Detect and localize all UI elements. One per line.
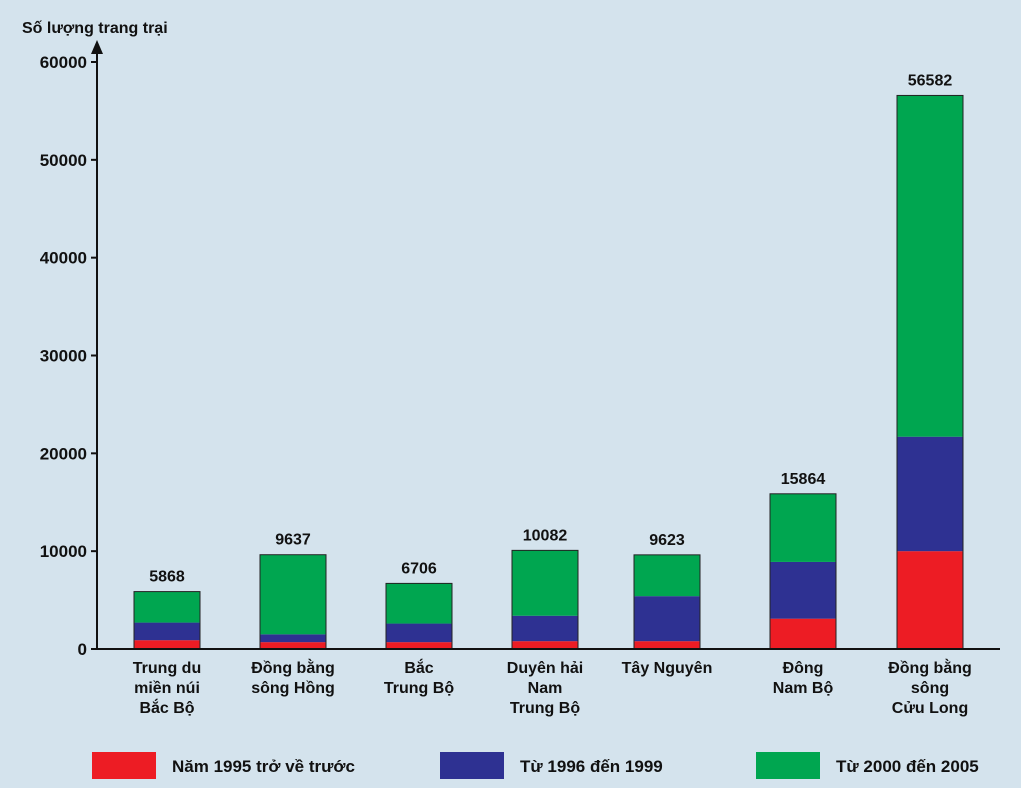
bar-segment <box>134 591 200 623</box>
legend-swatch <box>756 752 820 779</box>
bar-value-label: 9637 <box>275 532 311 549</box>
bar-segment <box>386 623 452 643</box>
bar-segment <box>634 596 700 642</box>
bar-segment <box>386 642 452 649</box>
bar-segment <box>770 618 836 649</box>
bar-segment <box>770 561 836 619</box>
y-tick-label: 20000 <box>40 444 87 463</box>
legend: Năm 1995 trở về trước Từ 1996 đến 1999 Từ … <box>92 752 979 779</box>
axes <box>91 40 1000 650</box>
legend-swatch <box>440 752 504 779</box>
category-label: miền núi <box>134 680 200 697</box>
category-label: Trung Bộ <box>384 680 454 697</box>
category-label: Cửu Long <box>892 700 968 717</box>
bar-segment <box>386 583 452 624</box>
bars <box>133 94 964 650</box>
category-label: Nam <box>528 680 563 697</box>
legend-label: Năm 1995 trở về trước <box>172 757 355 776</box>
category-label: Bắc <box>404 658 433 677</box>
category-label: Bắc Bộ <box>139 698 194 717</box>
category-label: Trung Bộ <box>510 700 580 717</box>
category-label: Duyên hải <box>507 660 583 677</box>
bar-value-label: 10082 <box>523 527 568 544</box>
y-tick-label: 60000 <box>40 53 87 72</box>
value-labels: 5868 9637 6706 10082 9623 15864 56582 <box>149 72 952 585</box>
bar-segment <box>897 551 963 649</box>
bar-segment <box>897 95 963 437</box>
category-label: Đồng bằng <box>251 658 335 677</box>
legend-swatch <box>92 752 156 779</box>
y-axis-arrow <box>91 40 103 54</box>
bar-segment <box>512 641 578 649</box>
category-label: Đông <box>783 660 824 677</box>
bar-segment <box>897 436 963 552</box>
y-axis-label: Số lượng trang trại <box>22 20 168 37</box>
y-tick-label: 50000 <box>40 151 87 170</box>
category-label: sông Hồng <box>251 680 335 697</box>
category-label: sông <box>911 680 949 697</box>
category-label: Trung du <box>133 660 201 677</box>
bar-segment <box>134 640 200 649</box>
bar-value-label: 15864 <box>781 471 826 488</box>
bar-segment <box>770 493 836 562</box>
bar-value-label: 6706 <box>401 560 437 577</box>
bar-segment <box>512 615 578 642</box>
legend-label: Từ 1996 đến 1999 <box>520 757 663 776</box>
bar-value-label: 9623 <box>649 532 685 549</box>
bar-segment <box>260 634 326 643</box>
legend-label: Từ 2000 đến 2005 <box>836 757 979 776</box>
y-tick-label: 0 <box>78 640 87 659</box>
bar-segment <box>634 554 700 597</box>
y-ticks: 0 10000 20000 30000 40000 50000 60000 <box>40 53 97 659</box>
category-label: Đồng bằng <box>888 658 972 677</box>
bar-value-label: 5868 <box>149 569 185 586</box>
y-tick-label: 40000 <box>40 249 87 268</box>
category-label: Nam Bộ <box>773 680 834 697</box>
bar-segment <box>512 550 578 616</box>
bar-value-label: 56582 <box>908 72 953 89</box>
bar-segment <box>260 642 326 649</box>
bar-segment <box>634 641 700 649</box>
y-tick-label: 30000 <box>40 347 87 366</box>
bar-segment <box>134 622 200 641</box>
y-tick-label: 10000 <box>40 542 87 561</box>
bar-segment <box>260 554 326 635</box>
category-label: Tây Nguyên <box>622 660 713 677</box>
